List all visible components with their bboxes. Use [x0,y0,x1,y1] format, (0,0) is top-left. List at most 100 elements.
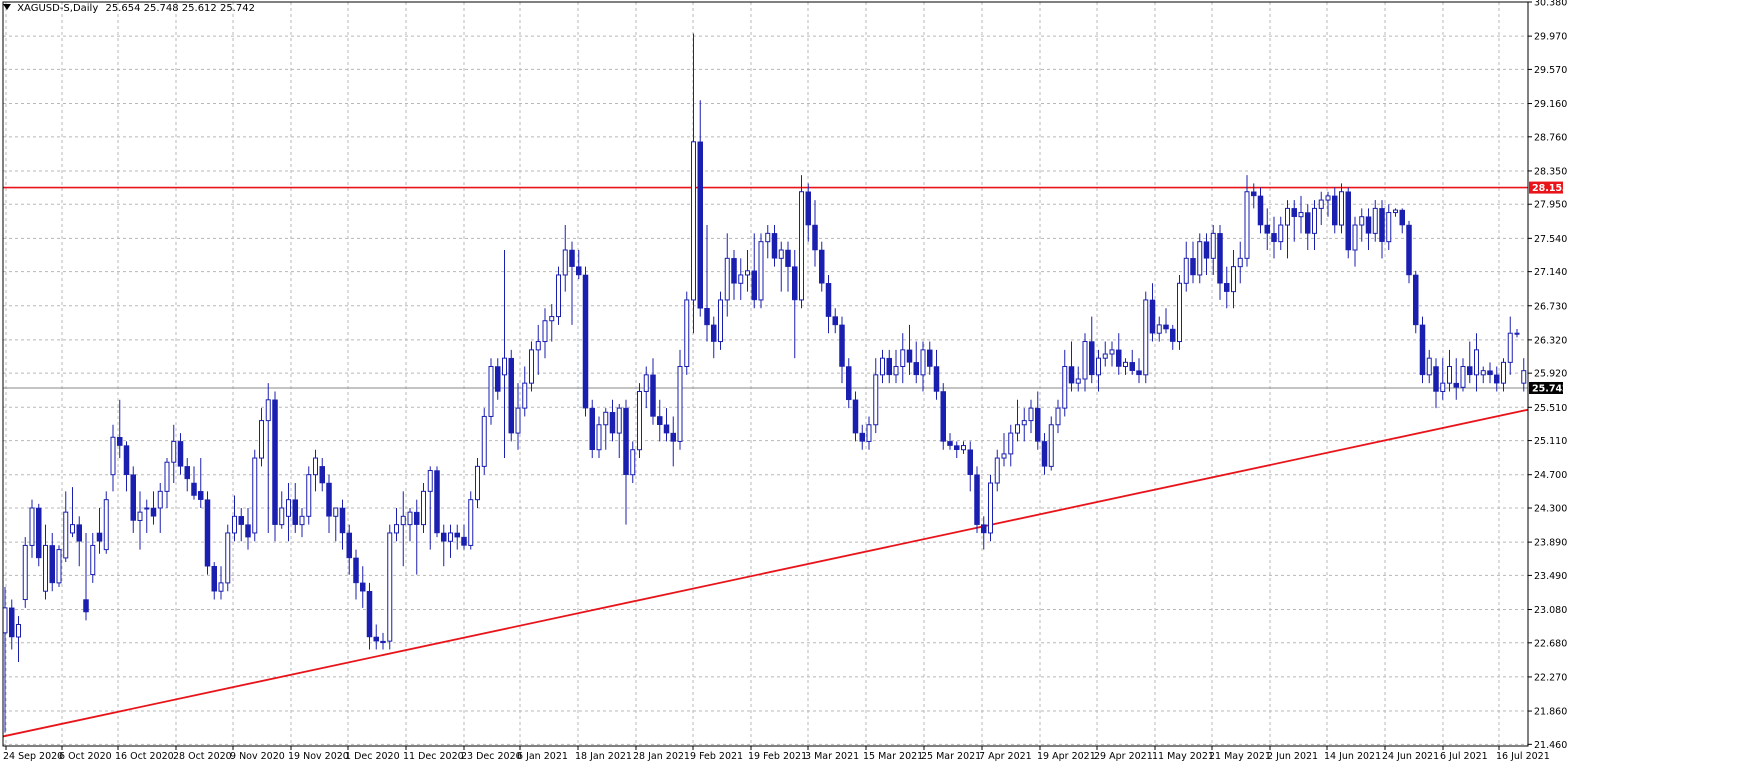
candle-body-bear [1494,374,1500,384]
y-tick-label: 27.950 [1534,200,1567,211]
y-tick-label: 21.860 [1534,707,1567,718]
candle-body-bull [265,399,271,422]
candle-body-bear [83,599,89,613]
candle-body-bull [225,532,231,584]
candle [1372,200,1378,242]
candle-body-bull [880,357,885,376]
candle [1123,358,1128,375]
candle [366,582,373,650]
candle-body-bull [164,461,170,492]
resistance-price-tag-text: 28.153 [1532,183,1569,194]
candle-body-bear [1136,370,1142,376]
candle [933,349,940,400]
candle-body-bull [259,420,264,459]
candle-body-bull [603,411,609,426]
candle-body-bull [1480,370,1486,376]
candle-body-bear [832,316,838,326]
candle [43,524,48,600]
candle-body-bear [812,224,818,251]
candle [1291,200,1297,242]
candle [1089,316,1095,384]
candle [346,524,352,575]
candle-body-bull [171,440,177,463]
candle [1231,250,1236,309]
candle-body-bear [1170,328,1176,342]
candle-body-bull [1447,366,1452,384]
candle [562,225,568,292]
candle-body-bull [448,532,453,542]
y-tick-label: 24.300 [1534,503,1567,514]
candle [380,632,386,650]
candle-body-bull [1082,341,1088,380]
candle [893,349,899,384]
candle [1447,349,1452,392]
candle [1507,316,1513,375]
candle [529,341,534,392]
candle-body-bear [366,590,373,638]
candle-body-bear [380,640,386,644]
candle-body-bear [933,366,940,392]
candle-body-bull [1109,349,1115,355]
collapse-triangle-icon[interactable] [3,4,11,10]
candle-body-bull [988,482,993,534]
x-tick-label: 18 Jan 2021 [575,751,632,762]
candle-body-bear [346,532,352,559]
candle-body-bear [751,270,757,301]
y-tick-label: 25.110 [1534,436,1567,447]
candle [1015,399,1020,442]
candle-body-bear [785,249,791,267]
candle [1298,195,1304,234]
candle-body-bear [1251,191,1257,197]
candle [9,599,15,650]
candle [589,399,595,459]
candle-body-bear [974,474,980,525]
candle-body-bear [211,565,217,592]
x-tick-label: 16 Jul 2021 [1496,751,1550,762]
candle-body-bull [286,499,291,517]
y-tick-label: 29.160 [1534,99,1567,110]
candle-body-bear [1217,233,1223,284]
candle [475,458,480,508]
candle [1096,349,1101,392]
candle-body-bear [927,349,933,367]
candle [508,349,514,442]
candle [1305,204,1311,250]
candle-body-bull [63,511,69,559]
candle [832,308,838,334]
candle [1339,183,1344,234]
candle-body-bear [1068,366,1075,384]
candle-body-bull [70,524,75,534]
candle [771,225,778,267]
candle-body-bear [326,482,332,517]
candle-body-bull [1177,282,1182,343]
candle [731,250,737,300]
candle [630,441,636,484]
candle [1426,349,1432,384]
candle-body-bear [582,274,589,409]
candle [846,358,852,409]
candle [394,507,399,542]
candle [650,358,656,425]
candle [751,233,757,309]
candle [1068,341,1075,392]
candle [799,175,804,309]
candle [1055,399,1061,434]
candle-body-bear [373,636,379,642]
candle [819,241,825,292]
candle [481,408,487,475]
candle-body-bull [1426,357,1432,376]
y-tick-label: 27.540 [1534,234,1567,245]
y-tick-label: 23.490 [1534,571,1567,582]
candle [1203,233,1210,275]
candle [1197,233,1203,284]
candle [988,474,993,542]
candle [515,383,521,450]
candle [177,433,184,475]
candle-body-bull [994,457,1000,484]
candle [1474,333,1479,392]
candle [758,233,764,309]
candle-body-bear [49,545,55,584]
candle-body-bear [245,524,251,538]
candle [468,491,474,550]
x-tick-label: 11 May 2021 [1152,751,1214,762]
